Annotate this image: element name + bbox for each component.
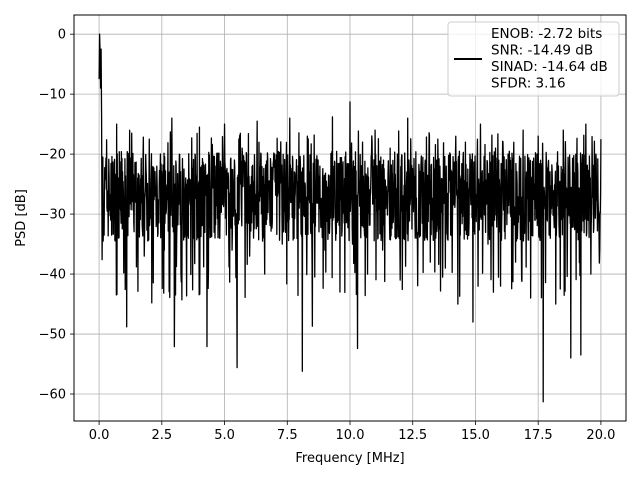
x-tick-label: 20.0 [586, 428, 615, 443]
legend-line-snr: SNR: -14.49 dB [491, 43, 593, 59]
x-tick-label: 10.0 [336, 428, 365, 443]
y-tick-label: −10 [39, 88, 66, 103]
y-tick-label: 0 [58, 28, 66, 43]
psd-line [98, 33, 602, 403]
legend-box [447, 21, 620, 97]
x-tick-label: 17.5 [524, 428, 553, 443]
legend: ENOB: -2.72 bits SNR: -14.49 dB SINAD: -… [447, 21, 620, 97]
y-tick-label: −50 [39, 328, 66, 343]
x-tick-label: 5.0 [214, 428, 235, 443]
legend-line-sinad: SINAD: -14.64 dB [491, 59, 608, 75]
x-axis-ticks: 0.0 2.5 5.0 7.5 10.0 12.5 15.0 17.5 20.0 [89, 421, 615, 443]
y-axis-ticks: 0 −10 −20 −30 −40 −50 −60 [39, 28, 74, 403]
x-tick-label: 12.5 [398, 428, 427, 443]
legend-line-sfdr: SFDR: 3.16 [491, 76, 566, 92]
psd-series [98, 33, 602, 403]
y-axis-label: PSD [dB] [14, 189, 29, 247]
y-tick-label: −60 [39, 388, 66, 403]
x-tick-label: 2.5 [151, 428, 172, 443]
y-tick-label: −20 [39, 148, 66, 163]
x-axis-label: Frequency [MHz] [295, 451, 404, 466]
legend-line-enob: ENOB: -2.72 bits [491, 26, 602, 42]
y-tick-label: −30 [39, 208, 66, 223]
x-tick-label: 15.0 [461, 428, 490, 443]
y-tick-label: −40 [39, 268, 66, 283]
x-tick-label: 7.5 [277, 428, 298, 443]
x-tick-label: 0.0 [89, 428, 110, 443]
